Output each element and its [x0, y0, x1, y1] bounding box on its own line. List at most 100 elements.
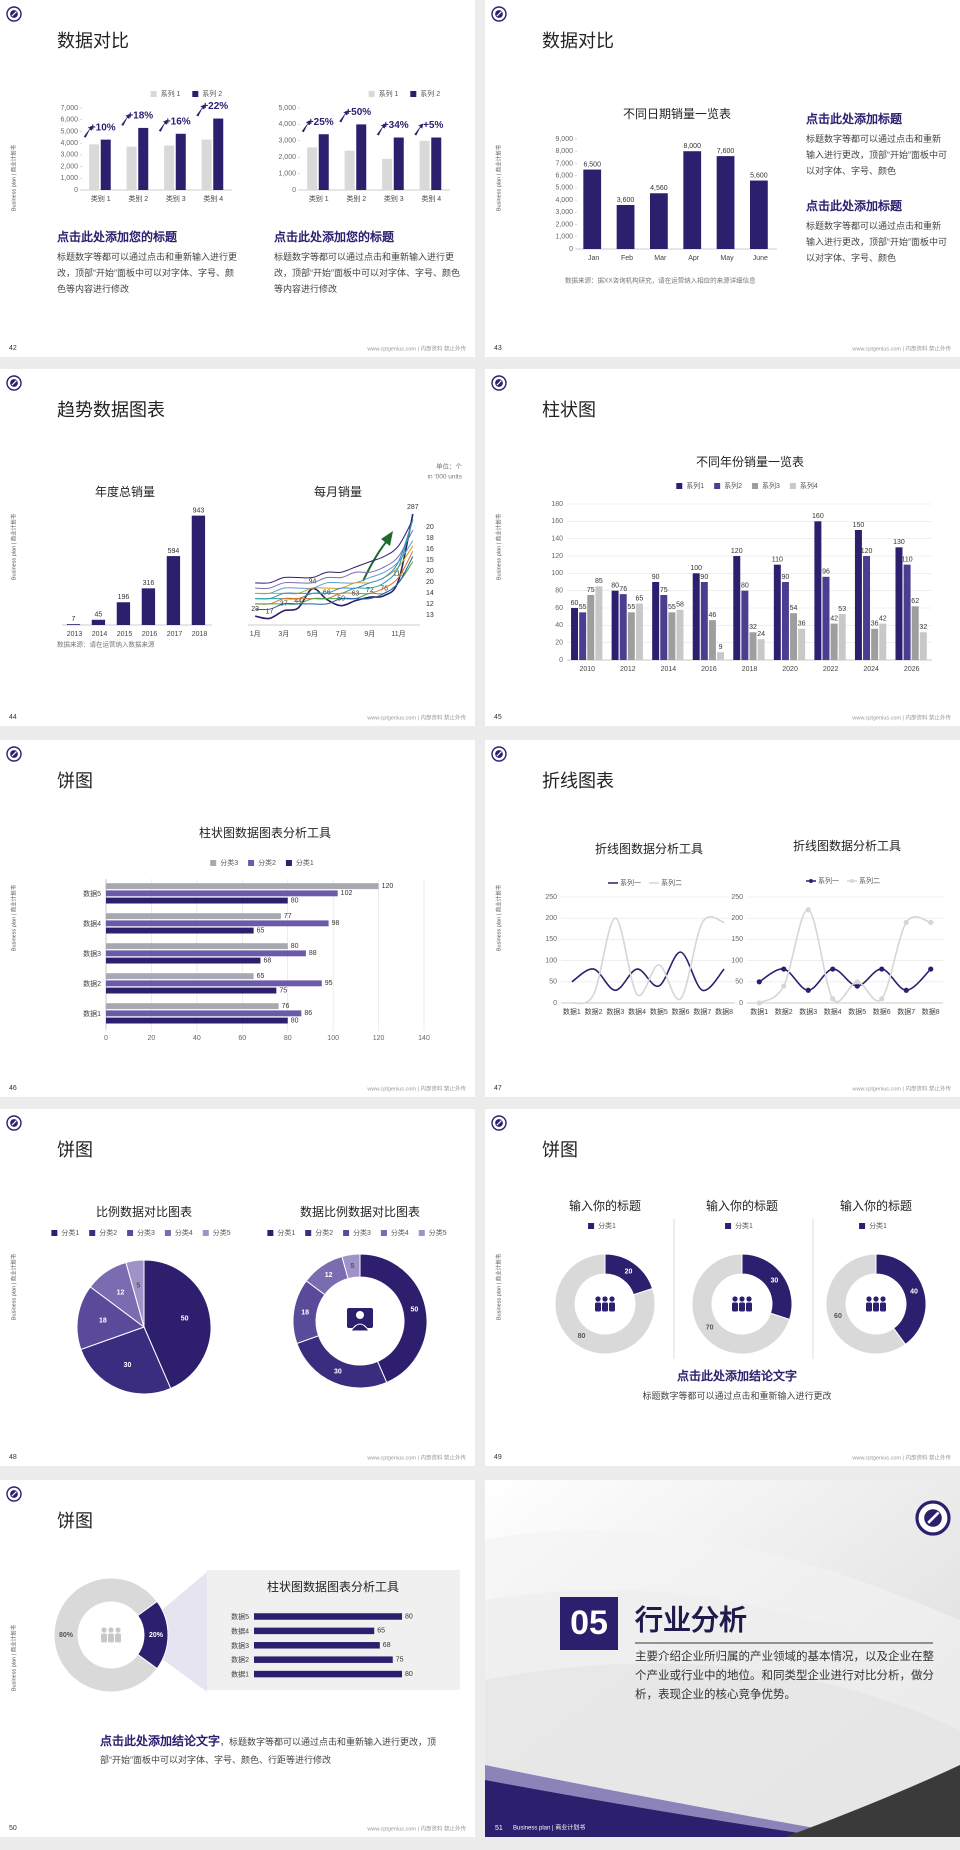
bar: [635, 603, 643, 660]
y-tick-label: 1,000: [60, 175, 78, 182]
section-title: 行业分析: [634, 1603, 747, 1635]
legend-label: 分类1: [869, 1221, 887, 1230]
x-tick-label: 类别 2: [346, 194, 366, 203]
footer: www.cptgenius.com | 内部资料 禁止外传: [851, 1084, 951, 1092]
x-tick-label: 60: [238, 1035, 246, 1042]
annotation-arrow: [121, 113, 131, 126]
data-label: 115: [393, 570, 404, 577]
bar: [733, 556, 741, 660]
x-tick-label: 数据7: [693, 1007, 711, 1016]
legend-marker: [850, 879, 854, 883]
legend-swatch: [725, 1223, 732, 1229]
page-number: 51: [495, 1825, 503, 1832]
y-tick-label: 0: [74, 187, 78, 194]
footer: www.cptgenius.com | 内部资料 禁止外传: [366, 713, 466, 721]
legend-swatch: [368, 91, 375, 97]
y-tick-label: 140: [551, 536, 563, 543]
page-number: 42: [9, 345, 17, 352]
x-tick-label: 3月: [278, 630, 289, 638]
x-tick-label: 9月: [364, 630, 375, 638]
bar: [106, 897, 288, 904]
bar: [838, 614, 846, 660]
y-tick-label: 数据2: [83, 979, 101, 988]
bar: [708, 620, 716, 660]
y-tick-label: 250: [731, 894, 743, 901]
bar: [393, 137, 404, 190]
line: [255, 519, 414, 600]
legend-label: 分类3: [353, 1228, 371, 1237]
y-tick-label: 150: [545, 936, 557, 943]
bar: [611, 590, 619, 660]
y-tick-label: 160: [551, 518, 563, 525]
legend-swatch: [202, 1230, 209, 1236]
chart-title: 柱状图数据图表分析工具: [199, 825, 331, 840]
icon: [609, 1296, 615, 1302]
data-label: 98: [332, 920, 340, 927]
end-label: 20: [426, 524, 434, 531]
slice: [136, 1600, 169, 1670]
marker: [879, 996, 885, 1002]
icon: [108, 1627, 114, 1633]
x-tick-label: Jan: [588, 255, 599, 262]
y-tick-label: 60: [555, 605, 563, 612]
data-label: 54: [790, 605, 798, 612]
legend-swatch: [164, 1230, 171, 1236]
bar: [166, 556, 181, 625]
slide-canvas: Business plan | 商业计划书 50 www.cptgenius.com…: [6, 1486, 466, 1832]
text-block: 点击此处添加结论文字，标题数字等都可以通过点击和重新输入进行更改，顶部“开始”面…: [100, 1732, 450, 1768]
data-label: 130: [893, 539, 905, 546]
x-tick-label: 2013: [67, 631, 83, 638]
data-label: 120: [731, 548, 743, 555]
bar: [126, 146, 137, 190]
data-label: 85: [595, 578, 603, 585]
y-tick-label: 100: [545, 957, 557, 964]
y-tick-label: 数据4: [83, 919, 101, 928]
data-label: 55: [579, 604, 587, 611]
legend-label: 系列2: [724, 481, 742, 490]
y-tick-label: 3,000: [60, 152, 78, 159]
side-label: Business plan | 商业计划书: [494, 1253, 502, 1320]
data-label: 94: [309, 578, 317, 585]
y-tick-label: 50: [549, 979, 557, 986]
legend-label: 系列一: [620, 878, 641, 887]
bar: [106, 943, 288, 950]
bar: [741, 590, 749, 660]
x-tick-label: 20: [148, 1035, 156, 1042]
data-label: 160: [812, 513, 824, 520]
logo: [11, 1120, 17, 1126]
data-label: 75: [279, 987, 287, 994]
bar: [683, 151, 702, 249]
icon: [880, 1296, 886, 1302]
bar: [879, 623, 887, 660]
bar: [830, 623, 838, 660]
data-label: 40: [910, 1288, 918, 1295]
bar: [627, 612, 635, 660]
bar: [106, 980, 322, 987]
legend-label: 分类2: [315, 1228, 333, 1237]
side-label: Business plan | 商业计划书: [494, 513, 502, 580]
slide: Business plan | 商业计划书 42 www.cptgenius.com…: [0, 0, 475, 357]
legend-swatch: [752, 483, 758, 489]
side-label: Business plan | 商业计划书: [9, 884, 17, 951]
data-label: 63: [352, 590, 360, 597]
y-tick-label: 8,000: [555, 148, 573, 155]
y-tick-label: 4,000: [555, 197, 573, 204]
data-label: 80: [291, 1017, 299, 1024]
data-label: 80: [291, 897, 299, 904]
slide-title: 折线图表: [542, 771, 614, 791]
line: [255, 519, 414, 600]
side-label: Business plan | 商业计划书: [494, 144, 502, 211]
logo: [927, 1511, 940, 1524]
page-number: 48: [9, 1454, 17, 1461]
chart-title: 折线图数据分析工具: [595, 841, 703, 856]
text-block: 点击此处添加您的标题 标题数字等都可以通过点击和重新输入进行更改，顶部“开始”面板…: [274, 228, 460, 297]
legend-swatch: [676, 483, 683, 489]
legend-label: 系列二: [661, 878, 682, 887]
legend-label: 系列 2: [202, 89, 222, 98]
bar: [911, 606, 919, 660]
data-label: 50: [410, 1307, 418, 1314]
footer: www.cptgenius.com | 内部资料 禁止外传: [366, 1453, 466, 1461]
logo: [496, 751, 502, 757]
data-label: 9: [719, 644, 723, 651]
y-tick-label: 1,000: [278, 170, 296, 177]
